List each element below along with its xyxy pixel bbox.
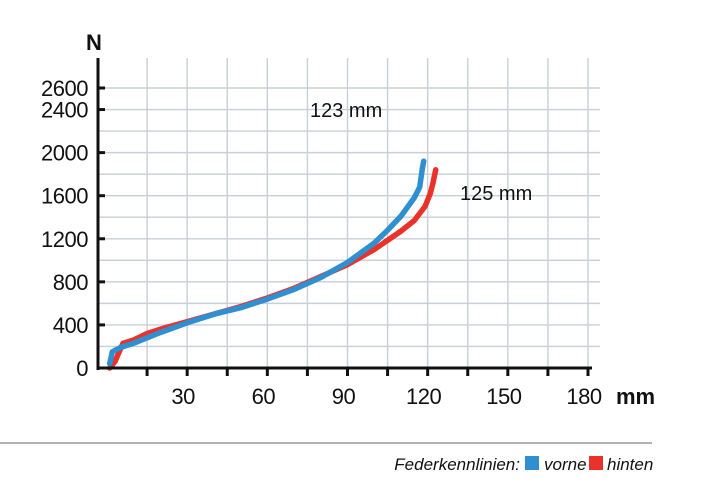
y-tick-label: 2400 bbox=[41, 98, 88, 123]
y-tick-label: 2000 bbox=[41, 141, 88, 166]
x-tick-label: 180 bbox=[566, 384, 601, 409]
legend-swatch-vorne bbox=[525, 456, 539, 470]
x-ticks: 30 60 90 120 150 180 bbox=[145, 367, 602, 409]
series-line-hinten bbox=[106, 167, 439, 371]
y-tick-label: 800 bbox=[53, 270, 88, 295]
legend-label-vorne: vorne bbox=[544, 455, 587, 474]
annotation-125mm: 125 mm bbox=[460, 183, 532, 205]
legend: Federkennlinien: vorne hinten bbox=[394, 455, 653, 474]
series-line-vorne bbox=[106, 158, 427, 367]
y-tick-label: 1600 bbox=[41, 184, 88, 209]
y-tick-label: 1200 bbox=[41, 227, 88, 252]
x-tick-label: 120 bbox=[406, 384, 441, 409]
x-axis-label: mm bbox=[616, 384, 655, 409]
x-tick-label: 60 bbox=[252, 384, 276, 409]
grid bbox=[98, 58, 600, 368]
series-layer bbox=[106, 158, 439, 371]
x-tick-label: 150 bbox=[486, 384, 521, 409]
y-tick-label: 400 bbox=[53, 313, 88, 338]
y-tick-label: 2600 bbox=[41, 76, 88, 101]
legend-title: Federkennlinien: bbox=[394, 455, 520, 474]
y-axis-label: N bbox=[86, 30, 102, 55]
y-tick-label: 0 bbox=[76, 356, 88, 381]
x-tick-label: 90 bbox=[332, 384, 356, 409]
x-tick-label: 30 bbox=[171, 384, 195, 409]
legend-swatch-hinten bbox=[589, 456, 603, 470]
legend-label-hinten: hinten bbox=[607, 455, 653, 474]
annotation-123mm: 123 mm bbox=[310, 100, 382, 122]
